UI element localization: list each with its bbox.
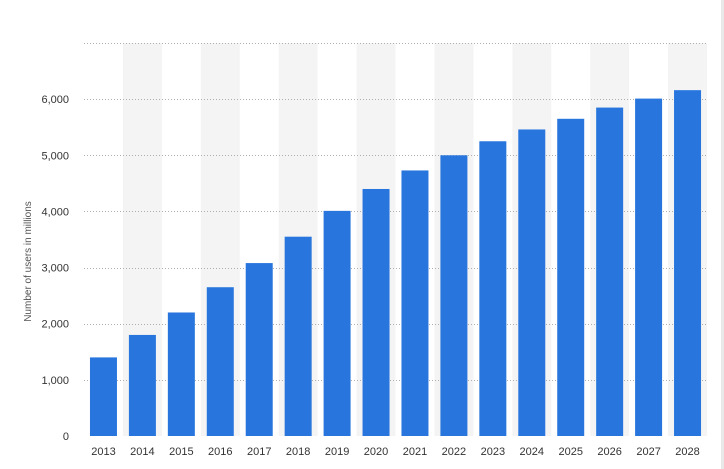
x-tick-label: 2024	[520, 446, 544, 458]
bar-2016[interactable]	[206, 287, 234, 436]
y-tick-label: 0	[63, 431, 69, 443]
x-tick-label: 2014	[130, 446, 154, 458]
y-tick-label: 4,000	[41, 206, 69, 218]
bar-2027[interactable]	[635, 98, 663, 437]
bar-2025[interactable]	[557, 118, 585, 437]
bar-2020[interactable]	[362, 188, 390, 436]
scrollbar-edge	[721, 0, 724, 469]
y-axis-label: Number of users in millions	[23, 201, 34, 322]
bars	[89, 90, 702, 437]
x-tick-label: 2013	[91, 446, 115, 458]
x-tick-label: 2017	[247, 446, 271, 458]
x-tick-label: 2025	[558, 446, 582, 458]
bar-2026[interactable]	[596, 107, 624, 437]
x-tick-label: 2018	[286, 446, 310, 458]
x-tick-label: 2026	[597, 446, 621, 458]
bar-2015[interactable]	[167, 312, 195, 436]
bar-2014[interactable]	[128, 334, 156, 436]
bar-2018[interactable]	[284, 236, 312, 436]
x-axis-ticks: 2013 2014 2015 2016 2017 2018 2019 2020 2021 2022…	[91, 446, 700, 458]
bar-2028[interactable]	[674, 90, 702, 436]
y-axis-ticks: 0 1,000 2,000 3,000 4,000 5,000 6,000	[41, 94, 69, 443]
x-tick-label: 2016	[208, 446, 232, 458]
bar-2013[interactable]	[89, 357, 117, 436]
bar-2022[interactable]	[440, 155, 468, 437]
y-tick-label: 2,000	[41, 319, 69, 331]
x-tick-label: 2021	[403, 446, 427, 458]
bar-2021[interactable]	[401, 170, 429, 437]
y-tick-label: 5,000	[41, 150, 69, 162]
bar-2017[interactable]	[245, 263, 273, 436]
x-tick-label: 2028	[675, 446, 699, 458]
y-tick-label: 6,000	[41, 94, 69, 106]
bar-2024[interactable]	[518, 129, 546, 436]
x-tick-label: 2020	[364, 446, 388, 458]
bar-2023[interactable]	[479, 141, 507, 436]
x-tick-label: 2022	[442, 446, 466, 458]
y-tick-label: 1,000	[41, 375, 69, 387]
x-tick-label: 2023	[481, 446, 505, 458]
bar-2019[interactable]	[323, 210, 351, 436]
x-tick-label: 2019	[325, 446, 349, 458]
x-tick-label: 2027	[636, 446, 660, 458]
y-tick-label: 3,000	[41, 263, 69, 275]
x-tick-label: 2015	[169, 446, 193, 458]
